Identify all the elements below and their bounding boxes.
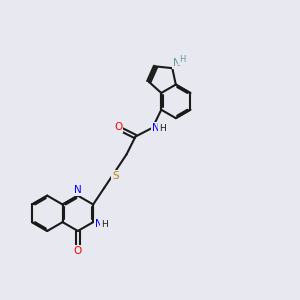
Text: H: H [101, 220, 108, 229]
Text: N: N [173, 58, 181, 68]
Text: O: O [74, 246, 82, 256]
Text: N: N [74, 185, 82, 195]
Text: S: S [112, 171, 119, 181]
Text: H: H [179, 55, 185, 64]
Text: N: N [152, 123, 160, 133]
Text: H: H [159, 124, 166, 133]
Text: N: N [94, 220, 102, 230]
Text: O: O [114, 122, 122, 132]
